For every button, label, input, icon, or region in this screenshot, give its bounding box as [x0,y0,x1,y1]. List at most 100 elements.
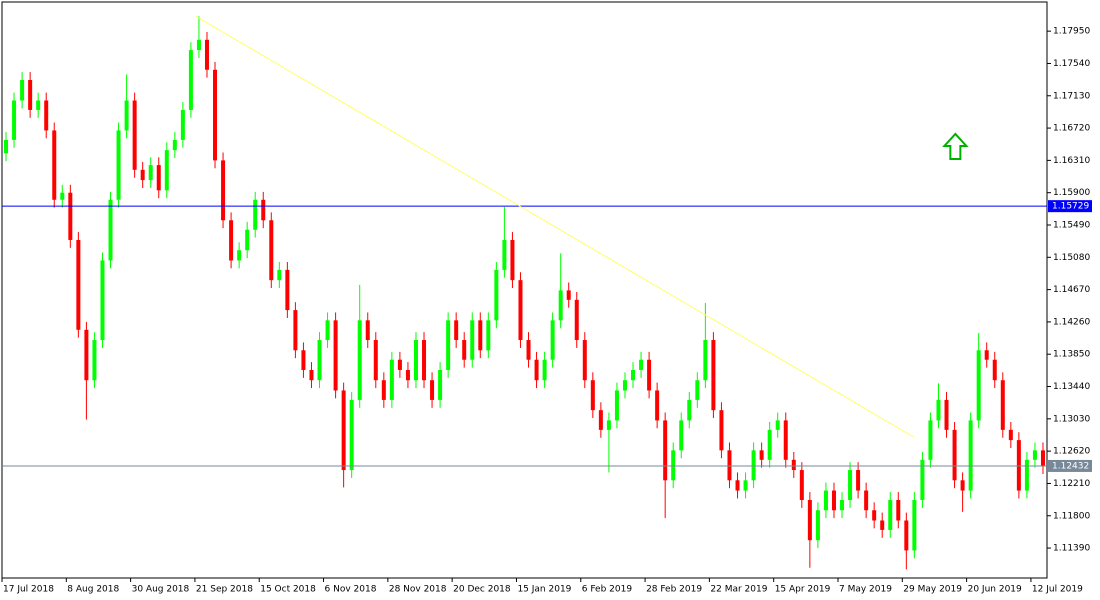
candle-body [132,100,137,170]
trend-line [195,15,914,438]
level-label-bg [1048,459,1092,472]
candle-body [422,340,427,381]
candle-body [221,160,226,221]
candle-body [968,420,973,491]
y-tick-label: 1.13440 [1053,382,1090,392]
candle-body [992,359,997,381]
candle-body [76,239,81,330]
y-tick-label: 1.17950 [1053,27,1090,37]
x-tick-label: 28 Feb 2019 [646,585,702,595]
candle-body [574,299,579,341]
candle-body [44,100,49,131]
candle-body [245,229,250,251]
candle-body [639,359,644,370]
candle-body [751,450,756,481]
candle-body [831,490,836,511]
candle-body [293,310,298,351]
candle-body [864,490,869,511]
candle-body [904,520,909,551]
candle-body [566,290,571,300]
candle-body [84,329,89,381]
candle-body [413,340,418,381]
candle-body [486,320,491,351]
candle-body [140,169,145,181]
candle-body [598,410,603,430]
candle-body [783,420,788,460]
y-tick-label: 1.17540 [1053,59,1090,69]
candle-body [687,399,692,421]
candle-body [791,459,796,471]
candle-body [196,39,201,51]
y-tick-label: 1.15080 [1053,253,1090,263]
candle-body [582,340,587,381]
y-tick-label: 1.16310 [1053,156,1090,166]
candle-body [92,340,97,381]
candle-body [261,199,266,221]
x-tick-label: 15 Jan 2019 [517,585,571,595]
candle-body [719,410,724,451]
x-tick-label: 29 May 2019 [903,585,962,595]
candle-body [470,320,475,360]
candle-body [534,359,539,381]
candle-body [679,420,684,451]
candle-body [309,369,314,381]
level-label-bg [1048,200,1092,213]
candle-body [888,499,893,530]
y-tick-label: 1.15900 [1053,188,1090,198]
candle-body [341,390,346,471]
level-label: 1.15729 [1052,202,1089,212]
candle-body [277,269,282,281]
x-tick-label: 15 Apr 2019 [775,585,831,595]
x-tick-label: 22 Mar 2019 [710,585,767,595]
candle-body [606,420,611,430]
candle-body [542,359,547,381]
candle-body [775,420,780,430]
candle-body [759,450,764,460]
candle-body [180,109,185,140]
candle-body [36,100,41,110]
x-tick-label: 7 May 2019 [839,585,892,595]
candle-body [743,480,748,491]
level-label: 1.12432 [1052,461,1089,471]
candle-body [703,340,708,381]
candle-body [373,340,378,381]
candle-body [727,450,732,481]
candle-body [526,340,531,360]
candle-body [960,480,965,491]
candle-body [52,130,57,200]
candle-body [799,470,804,500]
candle-body [4,139,9,154]
candle-body [397,359,402,370]
candle-body [976,350,981,421]
x-tick-label: 8 Aug 2018 [67,585,119,595]
candle-body [848,470,853,500]
candle-body [840,499,845,511]
candle-body [880,520,885,530]
candle-body [116,130,121,200]
y-tick-label: 1.13850 [1053,350,1090,360]
x-tick-label: 6 Nov 2018 [325,585,377,595]
candle-body [446,320,451,370]
candle-body [518,280,523,341]
candle-body [912,499,917,551]
candle-body [156,165,161,191]
candle-body [695,380,700,400]
candle-body [365,320,370,341]
candle-body [671,450,676,481]
candle-body [333,320,338,391]
candle-body [325,320,330,341]
x-tick-label: 20 Jun 2019 [968,585,1022,595]
candle-body [253,199,258,230]
y-tick-label: 1.14670 [1053,285,1090,295]
candle-body [60,192,65,200]
candle-body [357,320,362,400]
candle-body [12,100,17,140]
candle-body [237,250,242,261]
x-tick-label: 17 Jul 2018 [3,585,54,595]
y-tick-label: 1.15490 [1053,220,1090,230]
candle-body [815,510,820,541]
candle-body [1032,450,1037,460]
candle-body [1000,380,1005,430]
candle-body [622,380,627,391]
